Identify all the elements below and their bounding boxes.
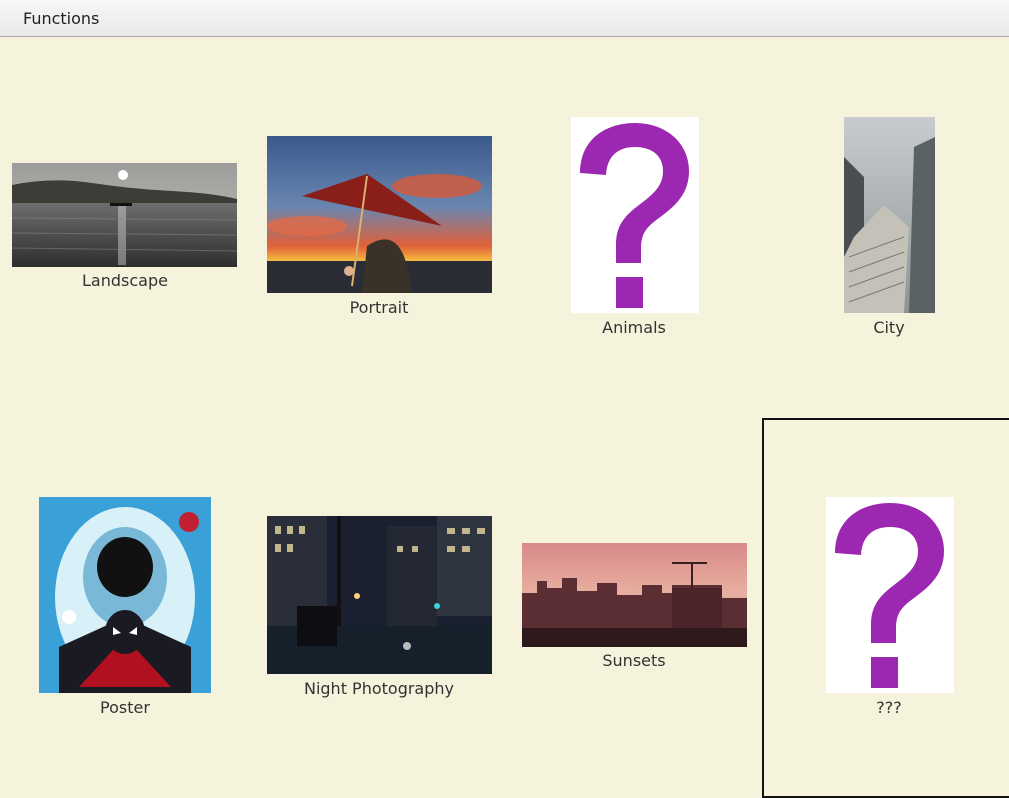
portrait-thumbnail[interactable] [267, 136, 492, 293]
sunsets-thumbnail[interactable] [522, 543, 747, 647]
poster-thumbnail[interactable] [39, 497, 211, 693]
night-photography-label: Night Photography [303, 679, 454, 698]
city-skyscraper-photo-icon [844, 117, 935, 313]
question-mark-icon [580, 123, 689, 308]
night-city-photo-icon [267, 516, 492, 674]
animals-thumbnail[interactable] [571, 117, 699, 313]
functions-menu[interactable]: Functions [23, 9, 100, 28]
landscape-lake-photo-icon [12, 163, 237, 267]
city-label: City [873, 318, 905, 337]
question-mark-icon [835, 503, 944, 688]
spider-man-poster-icon [39, 497, 211, 693]
portrait-label: Portrait [349, 298, 409, 317]
city-thumbnail[interactable] [844, 117, 935, 313]
night-photography-thumbnail[interactable] [267, 516, 492, 674]
poster-label: Poster [100, 698, 150, 717]
landscape-thumbnail[interactable] [12, 163, 237, 267]
unknown-label: ??? [876, 698, 902, 717]
unknown-thumbnail[interactable] [826, 497, 954, 693]
sunset-skyline-photo-icon [522, 543, 747, 647]
animals-label: Animals [602, 318, 666, 337]
menu-bar: Functions [0, 0, 1009, 37]
landscape-label: Landscape [82, 271, 168, 290]
gallery-area: Landscape Portrait [0, 38, 1009, 798]
portrait-umbrella-photo-icon [267, 136, 492, 293]
sunsets-label: Sunsets [602, 651, 666, 670]
